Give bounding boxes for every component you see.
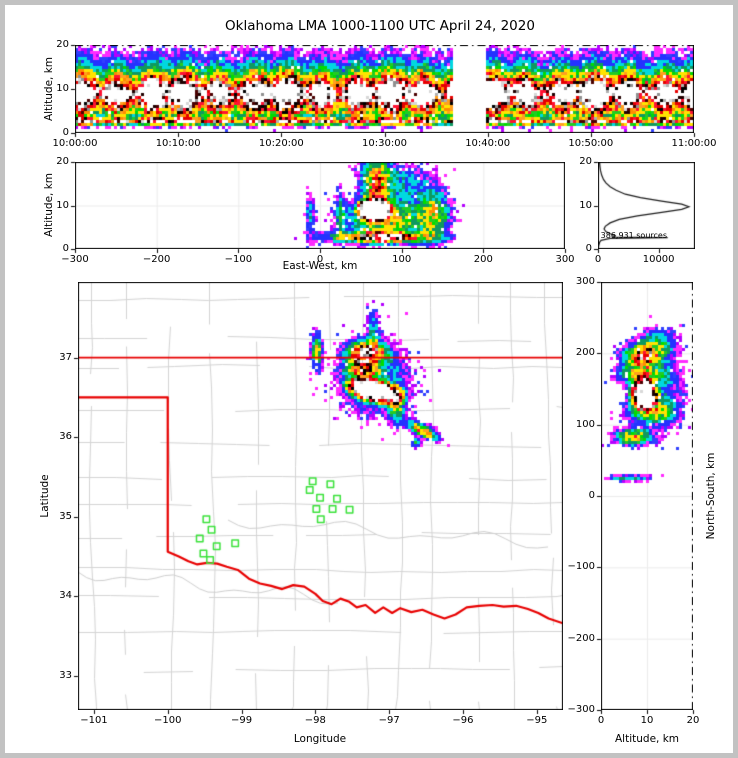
x-tick-north_south: 0: [597, 715, 605, 726]
y-tick-plan_view: 33: [59, 669, 72, 681]
x-tick-time_height: 10:20:00: [258, 138, 304, 149]
x-tick-east_west: −200: [142, 254, 171, 265]
y-tick-east_west: 10: [56, 199, 69, 211]
y-tick-time_height: 0: [62, 127, 69, 138]
y-tick-time_height: 20: [56, 39, 69, 50]
x-tick-plan_view: −100: [154, 715, 182, 726]
y-tick-north_south: −200: [567, 632, 595, 644]
x-tick-north_south: 10: [640, 715, 654, 726]
x-tick-source_histogram: 0: [594, 254, 602, 265]
x-tick-east_west: −100: [224, 254, 253, 265]
y-tick-plan_view: 37: [59, 351, 72, 363]
x-tick-plan_view: −97: [378, 715, 400, 726]
x-tick-east_west: 200: [473, 254, 493, 265]
x-tick-plan_view: −99: [230, 715, 253, 726]
y-tick-source_histogram: 20: [579, 156, 592, 167]
north-south-xlabel: Altitude, km: [614, 733, 680, 745]
x-tick-plan_view: −95: [526, 715, 548, 726]
y-tick-time_height: 10: [56, 83, 69, 94]
x-tick-plan_view: −101: [80, 715, 108, 726]
y-tick-north_south: 200: [575, 347, 595, 359]
y-tick-east_west: 20: [56, 156, 69, 167]
y-tick-north_south: 300: [575, 276, 595, 287]
x-tick-east_west: 0: [316, 254, 324, 265]
x-tick-source_histogram: 10000: [642, 254, 675, 265]
y-tick-source_histogram: 10: [579, 199, 592, 211]
x-tick-time_height: 10:50:00: [568, 138, 614, 149]
x-tick-time_height: 10:40:00: [465, 138, 511, 149]
x-tick-north_south: 20: [686, 715, 700, 726]
axis-ticks-overlay: [5, 5, 733, 753]
y-tick-north_south: −300: [567, 704, 595, 715]
y-tick-plan_view: 34: [59, 590, 72, 602]
time-height-ylabel: Altitude, km: [42, 56, 55, 122]
x-tick-east_west: 300: [555, 254, 575, 265]
source-count-annotation: 386,931 sources: [600, 231, 667, 240]
y-tick-north_south: −100: [567, 561, 595, 573]
y-tick-plan_view: 36: [59, 431, 72, 443]
map-xlabel: Longitude: [293, 733, 347, 745]
x-tick-east_west: 100: [392, 254, 412, 265]
y-tick-source_histogram: 0: [585, 243, 592, 254]
y-tick-north_south: 0: [588, 490, 595, 501]
y-tick-plan_view: 35: [59, 510, 72, 522]
north-south-ylabel: North-South, km: [704, 452, 717, 540]
x-tick-time_height: 10:00:00: [52, 138, 98, 149]
y-tick-north_south: 100: [575, 418, 595, 430]
x-tick-plan_view: −96: [452, 715, 474, 726]
x-tick-east_west: −300: [61, 254, 89, 265]
east-west-xlabel: East-West, km: [282, 260, 358, 272]
y-tick-east_west: 0: [62, 243, 69, 254]
x-tick-plan_view: −98: [304, 715, 326, 726]
x-tick-time_height: 11:00:00: [671, 138, 717, 149]
map-ylabel: Latitude: [38, 474, 51, 518]
east-west-ylabel: Altitude, km: [42, 172, 55, 238]
x-tick-time_height: 10:10:00: [155, 138, 201, 149]
x-tick-time_height: 10:30:00: [362, 138, 407, 149]
